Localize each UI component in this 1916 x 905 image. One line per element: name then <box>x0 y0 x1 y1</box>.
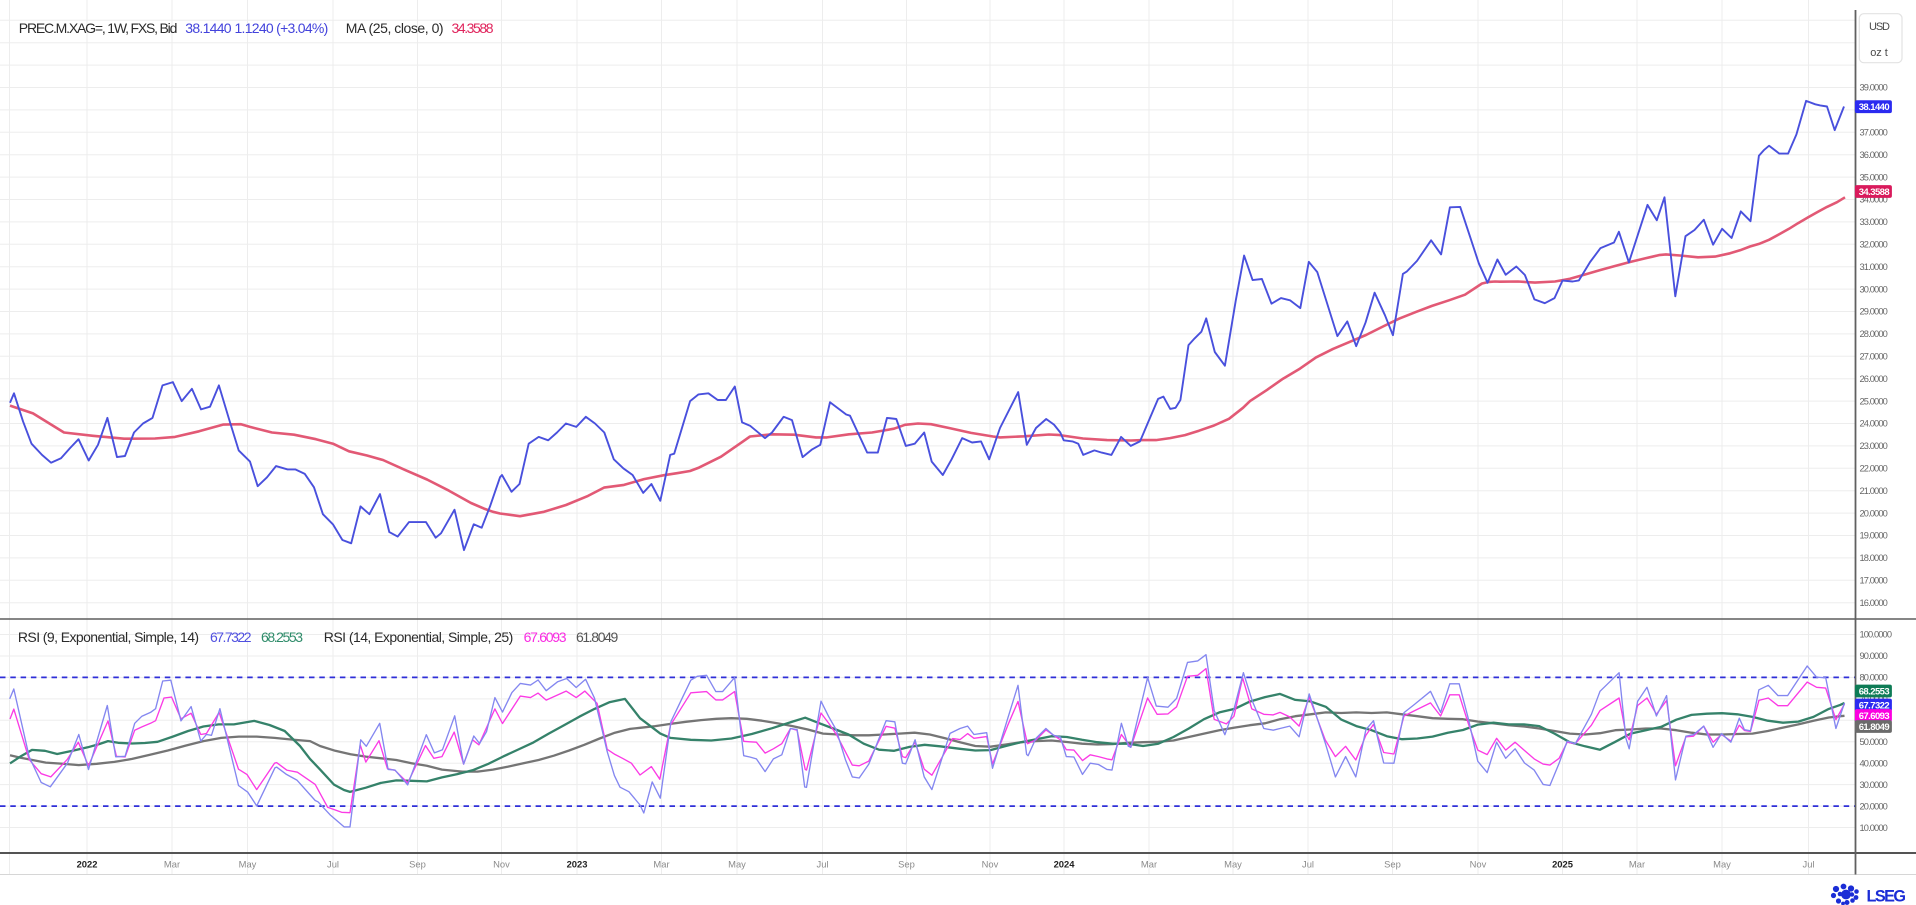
svg-text:Sep: Sep <box>1384 859 1401 870</box>
svg-text:10.0000: 10.0000 <box>1860 823 1888 833</box>
svg-text:38.1440: 38.1440 <box>1859 102 1890 113</box>
svg-text:61.8049: 61.8049 <box>1859 722 1890 733</box>
svg-text:Jul: Jul <box>817 859 829 870</box>
svg-text:40.0000: 40.0000 <box>1860 758 1888 768</box>
svg-text:May: May <box>1224 859 1242 870</box>
svg-text:20.0000: 20.0000 <box>1860 508 1888 518</box>
svg-text:39.0000: 39.0000 <box>1860 83 1888 93</box>
svg-text:32.0000: 32.0000 <box>1860 240 1888 250</box>
svg-text:Mar: Mar <box>164 859 180 870</box>
svg-text:67.6093: 67.6093 <box>524 629 567 645</box>
svg-text:MA (25, close, 0): MA (25, close, 0) <box>346 20 444 36</box>
svg-text:28.0000: 28.0000 <box>1860 329 1888 339</box>
svg-text:30.0000: 30.0000 <box>1860 780 1888 790</box>
svg-text:26.0000: 26.0000 <box>1860 374 1888 384</box>
svg-text:34.3588: 34.3588 <box>452 20 494 36</box>
svg-text:Jul: Jul <box>1803 859 1815 870</box>
svg-text:27.0000: 27.0000 <box>1860 352 1888 362</box>
svg-text:2024: 2024 <box>1054 859 1076 870</box>
svg-text:May: May <box>728 859 746 870</box>
svg-text:50.0000: 50.0000 <box>1860 737 1888 747</box>
svg-text:36.0000: 36.0000 <box>1860 150 1888 160</box>
svg-text:67.7322: 67.7322 <box>1859 700 1890 711</box>
svg-text:May: May <box>1713 859 1731 870</box>
svg-text:May: May <box>239 859 257 870</box>
svg-text:25.0000: 25.0000 <box>1860 396 1888 406</box>
svg-text:19.0000: 19.0000 <box>1860 531 1888 541</box>
svg-text:33.0000: 33.0000 <box>1860 217 1888 227</box>
svg-text:RSI (14, Exponential, Simple,: RSI (14, Exponential, Simple, 25) <box>324 629 514 645</box>
svg-text:90.0000: 90.0000 <box>1860 651 1888 661</box>
svg-text:68.2553: 68.2553 <box>261 629 303 645</box>
svg-text:Nov: Nov <box>982 859 999 870</box>
svg-text:Nov: Nov <box>493 859 510 870</box>
svg-text:Nov: Nov <box>1470 859 1487 870</box>
svg-text:68.2553: 68.2553 <box>1859 686 1890 697</box>
svg-text:Jul: Jul <box>327 859 339 870</box>
svg-text:23.0000: 23.0000 <box>1860 441 1888 451</box>
svg-text:2022: 2022 <box>77 859 98 870</box>
svg-text:Mar: Mar <box>653 859 669 870</box>
svg-text:USD: USD <box>1869 21 1890 33</box>
svg-text:Mar: Mar <box>1141 859 1157 870</box>
svg-text:37.0000: 37.0000 <box>1860 128 1888 138</box>
svg-text:RSI (9, Exponential, Simple, 1: RSI (9, Exponential, Simple, 14) <box>18 629 199 645</box>
svg-text:oz t: oz t <box>1870 47 1888 59</box>
svg-text:100.0000: 100.0000 <box>1860 630 1893 640</box>
svg-text:61.8049: 61.8049 <box>576 629 619 645</box>
svg-text:LSEG: LSEG <box>1867 888 1907 905</box>
svg-text:Jul: Jul <box>1302 859 1314 870</box>
svg-text:20.0000: 20.0000 <box>1860 801 1888 811</box>
svg-text:22.0000: 22.0000 <box>1860 464 1888 474</box>
svg-text:80.0000: 80.0000 <box>1860 673 1888 683</box>
svg-text:34.0000: 34.0000 <box>1860 195 1888 205</box>
svg-text:67.7322: 67.7322 <box>210 629 252 645</box>
svg-text:38.1440 1.1240 (+3.04%): 38.1440 1.1240 (+3.04%) <box>185 20 328 36</box>
svg-text:24.0000: 24.0000 <box>1860 419 1888 429</box>
svg-text:16.0000: 16.0000 <box>1860 598 1888 608</box>
svg-text:31.0000: 31.0000 <box>1860 262 1888 272</box>
svg-text:30.0000: 30.0000 <box>1860 284 1888 294</box>
svg-text:PREC.M.XAG=, 1W, FXS, Bid: PREC.M.XAG=, 1W, FXS, Bid <box>19 20 178 36</box>
svg-text:17.0000: 17.0000 <box>1860 576 1888 586</box>
svg-text:2025: 2025 <box>1552 859 1573 870</box>
svg-text:67.6093: 67.6093 <box>1859 711 1890 722</box>
svg-text:Sep: Sep <box>409 859 426 870</box>
svg-text:Mar: Mar <box>1629 859 1645 870</box>
svg-text:35.0000: 35.0000 <box>1860 172 1888 182</box>
svg-text:29.0000: 29.0000 <box>1860 307 1888 317</box>
svg-text:Sep: Sep <box>898 859 915 870</box>
svg-text:2023: 2023 <box>567 859 588 870</box>
svg-text:34.3588: 34.3588 <box>1859 187 1890 198</box>
svg-text:18.0000: 18.0000 <box>1860 553 1888 563</box>
svg-text:21.0000: 21.0000 <box>1860 486 1888 496</box>
